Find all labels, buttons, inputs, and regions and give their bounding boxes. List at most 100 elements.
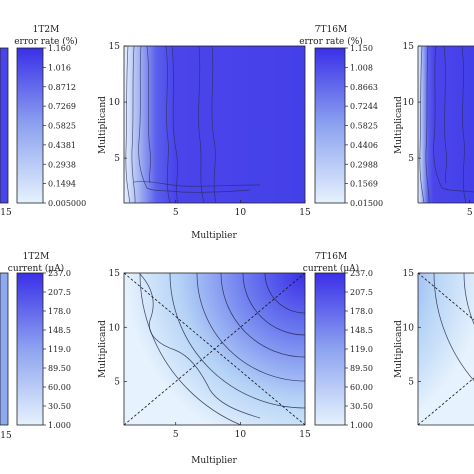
x-tick-label: 15 bbox=[299, 208, 311, 218]
colorbar-tick-label: 178.0 bbox=[48, 307, 71, 316]
colorbar-ticks: 1.160 1.016 0.8712 0.7269 0.5825 0.4381 0.2938… bbox=[43, 44, 86, 208]
x-axis-label: Multiplier bbox=[191, 456, 237, 466]
y-tick-label: 10 bbox=[403, 98, 415, 108]
y-tick-label: 15 bbox=[109, 269, 121, 279]
cropped-plot-edge bbox=[0, 47, 9, 204]
x-tick-label: 15 bbox=[299, 430, 311, 440]
colorbar-tick-label: 0.01500 bbox=[350, 199, 383, 208]
contour-lines bbox=[125, 45, 261, 204]
colorbar-tick-label: 30.50 bbox=[350, 402, 373, 411]
colorbar-tick-label: 0.8712 bbox=[48, 83, 76, 92]
colorbar-tick-label: 207.5 bbox=[350, 288, 373, 297]
colorbar-tick-label: 0.1494 bbox=[48, 180, 76, 189]
y-tick-label: 5 bbox=[408, 378, 414, 388]
colorbar-gradient bbox=[314, 272, 346, 426]
colorbar-title: 7T16M bbox=[315, 25, 347, 35]
colorbar-tick-label: 0.7244 bbox=[350, 102, 378, 111]
colorbar-tick-label: 148.5 bbox=[350, 326, 373, 335]
y-tick-label: 15 bbox=[403, 269, 415, 279]
colorbar-ticks: 1.150 1.008 0.8663 0.7244 0.5825 0.4406 0.2988… bbox=[345, 44, 383, 208]
x-tick-label: 10 bbox=[235, 430, 247, 440]
colorbar-tick-label: 0.4406 bbox=[350, 141, 378, 150]
panel-1t2m-error-colorbar: 1T2M error rate (%) 1.160 1.016 0.8712 0.72… bbox=[0, 25, 86, 218]
colorbar-tick-label: 1.160 bbox=[48, 44, 71, 53]
heatmap-fill bbox=[418, 273, 474, 425]
contour-lines bbox=[419, 46, 474, 203]
x-tick-label: 10 bbox=[235, 208, 247, 218]
x-tick-label: 5 bbox=[467, 208, 473, 218]
x-tick-label: 5 bbox=[173, 430, 179, 440]
colorbar-tick-label: 1.016 bbox=[48, 63, 71, 72]
y-tick-label: 5 bbox=[408, 154, 414, 164]
colorbar-tick-label: 89.50 bbox=[48, 364, 71, 373]
colorbar-tick-label: 0.8663 bbox=[350, 83, 378, 92]
colorbar-tick-label: 1.150 bbox=[350, 44, 373, 53]
axes: 5 10 15 5 10 15 bbox=[109, 269, 311, 440]
colorbar-tick-label: 0.2938 bbox=[48, 160, 76, 169]
x-tick-label: 5 bbox=[173, 208, 179, 218]
y-tick-label: 10 bbox=[109, 323, 121, 333]
colorbar-tick-label: 0.5825 bbox=[48, 122, 76, 131]
plot-frame bbox=[123, 272, 306, 426]
colorbar-label: current (μA) bbox=[303, 263, 359, 274]
colorbar-tick-label: 119.0 bbox=[350, 345, 373, 354]
colorbar-tick-label: 178.0 bbox=[350, 307, 373, 316]
colorbar-tick-label: 0.005000 bbox=[48, 199, 86, 208]
colorbar-tick-label: 237.0 bbox=[350, 269, 373, 278]
x-axis-label: Multiplier bbox=[191, 231, 237, 241]
x-tick-label: 15 bbox=[0, 208, 12, 218]
colorbar-tick-label: 30.50 bbox=[48, 402, 71, 411]
colorbar-tick-label: 1.000 bbox=[350, 421, 373, 430]
axes: 5 10 15 5 10 15 bbox=[109, 42, 311, 218]
y-axis-label: Multiplicand bbox=[98, 96, 108, 154]
colorbar-tick-label: 89.50 bbox=[350, 364, 373, 373]
colorbar-ticks: 237.0 207.5 178.0 148.5 119.0 89.50 60.00 30.50… bbox=[345, 269, 373, 430]
colorbar-label: error rate (%) bbox=[14, 36, 78, 47]
colorbar-title: 7T16M bbox=[315, 252, 347, 262]
y-tick-label: 15 bbox=[403, 42, 415, 52]
colorbar-tick-label: 0.1569 bbox=[350, 180, 378, 189]
plot-frame bbox=[123, 45, 306, 204]
y-tick-label: 15 bbox=[109, 42, 121, 52]
axes: 5 5 10 15 bbox=[403, 42, 473, 218]
plot-7t16m-error: 5 10 15 5 10 15 Multiplier Multiplicand bbox=[98, 42, 311, 241]
colorbar-gradient bbox=[16, 47, 44, 204]
y-axis-label: Multiplicand bbox=[98, 320, 108, 378]
y-tick-label: 10 bbox=[403, 323, 415, 333]
colorbar-gradient bbox=[314, 47, 346, 204]
colorbar-title: 1T2M bbox=[33, 25, 60, 35]
colorbar-tick-label: 0.4381 bbox=[48, 141, 76, 150]
colorbar-7t16m-error: 7T16M error rate (%) 1.150 1.008 0.8663 0.7… bbox=[299, 25, 383, 208]
colorbar-label: error rate (%) bbox=[299, 36, 363, 47]
y-tick-label: 10 bbox=[109, 98, 121, 108]
colorbar-tick-label: 0.7269 bbox=[48, 102, 76, 111]
y-axis-label: Multiplicand bbox=[394, 320, 404, 378]
colorbar-gradient bbox=[16, 272, 44, 426]
colorbar-ticks: 237.0 207.5 178.0 148.5 119.0 89.50 60.00 30.50… bbox=[43, 269, 71, 430]
colorbar-tick-label: 0.2988 bbox=[350, 160, 378, 169]
colorbar-title: 1T2M bbox=[23, 252, 50, 262]
panel-1t2m-current-colorbar: 1T2M current (μA) 237.0 207.5 178.0 148.5 11… bbox=[0, 252, 71, 441]
plot-7t16m-current: 5 10 15 5 10 15 Multiplier Multiplicand bbox=[98, 269, 311, 466]
y-tick-label: 5 bbox=[114, 154, 120, 164]
colorbar-label: current (μA) bbox=[8, 263, 64, 274]
anti-diagonal-dashed bbox=[124, 273, 305, 425]
plot-right-error-cropped: 5 5 10 15 Multiplicand bbox=[394, 42, 474, 218]
irregular-contour bbox=[139, 273, 261, 419]
colorbar-7t16m-current: 7T16M current (μA) 237.0 207.5 178.0 148.5 1… bbox=[303, 252, 373, 430]
colorbar-tick-label: 60.00 bbox=[350, 383, 373, 392]
colorbar-tick-label: 60.00 bbox=[48, 383, 71, 392]
y-axis-label: Multiplicand bbox=[394, 96, 404, 154]
axes: 5 10 15 bbox=[403, 269, 421, 388]
colorbar-tick-label: 237.0 bbox=[48, 269, 71, 278]
heatmap-fill bbox=[418, 46, 474, 203]
colorbar-tick-label: 207.5 bbox=[48, 288, 71, 297]
plot-right-current-cropped: 5 10 15 Multiplicand bbox=[394, 269, 474, 426]
colorbar-tick-label: 119.0 bbox=[48, 345, 71, 354]
colorbar-tick-label: 1.000 bbox=[48, 421, 71, 430]
colorbar-tick-label: 148.5 bbox=[48, 326, 71, 335]
x-tick-label: 15 bbox=[0, 431, 12, 441]
cropped-plot-edge bbox=[0, 272, 9, 426]
colorbar-tick-label: 1.008 bbox=[350, 63, 373, 72]
